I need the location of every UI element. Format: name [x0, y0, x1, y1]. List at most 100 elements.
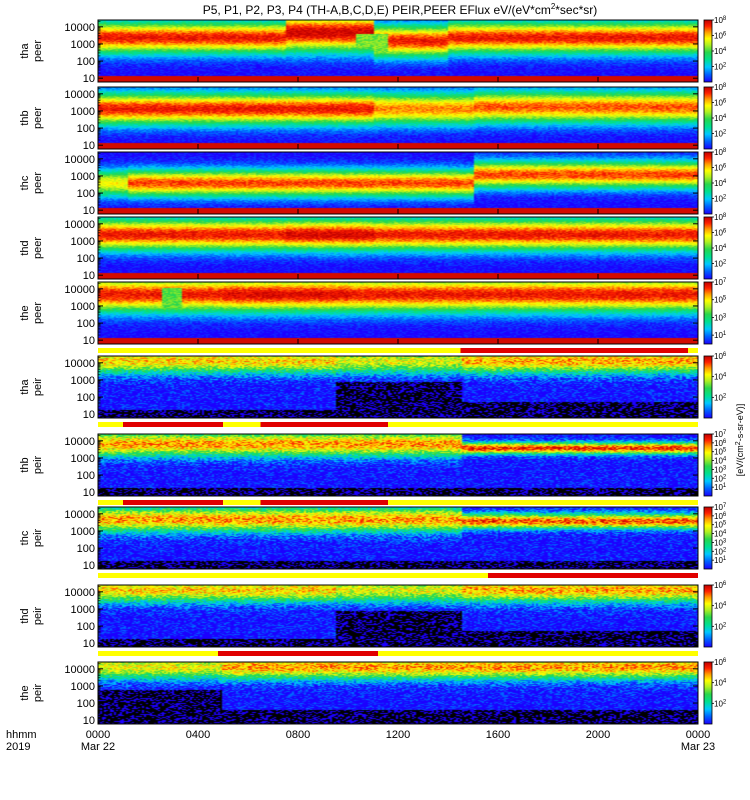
panel-product-label: peer — [32, 40, 44, 62]
x-tick-label: 0400 — [186, 729, 210, 741]
mode-bar — [98, 573, 698, 578]
y-tick-label: 10 — [83, 638, 95, 650]
colorbar-tick-label: 101 — [714, 331, 727, 340]
mode-bar-segment — [260, 422, 388, 427]
y-tick-label: 10 — [83, 270, 95, 282]
spectrogram-image — [98, 20, 698, 82]
panel-thb-peer: 10 100 1000 10000 thb peer 102 104 106 108 — [19, 83, 727, 152]
colorbar-tick-label: 104 — [714, 373, 727, 382]
panel-tha-peir: 10 100 1000 10000 tha peir 102 104 106 — [19, 352, 727, 427]
colorbar-tick-label: 104 — [714, 179, 727, 188]
x-tick-label: 2000 — [586, 729, 610, 741]
colorbar — [703, 506, 713, 570]
mode-bar-segment — [218, 651, 378, 656]
colorbar — [703, 86, 713, 150]
y-tick-label: 10000 — [64, 358, 95, 370]
y-tick-label: 10000 — [64, 284, 95, 296]
colorbar-tick-label: 102 — [714, 622, 727, 631]
colorbar-tick-label: 102 — [714, 393, 727, 402]
mode-bar-segment — [460, 348, 688, 353]
mode-bar-segment — [123, 422, 223, 427]
mode-bar — [98, 348, 698, 353]
colorbar-tick-label: 102 — [714, 547, 727, 556]
colorbar-tick-label: 104 — [714, 530, 727, 539]
panel-probe-label: thc — [19, 530, 31, 545]
panel-product-label: peer — [32, 302, 44, 324]
panel-thb-peir: 10 100 1000 10000 thb peir 1011021031041051061… — [19, 430, 727, 505]
spectrogram-image — [98, 217, 698, 279]
y-tick-label: 100 — [77, 318, 95, 330]
colorbar-tick-label: 106 — [714, 352, 727, 361]
x-tick-label: 1200 — [386, 729, 410, 741]
panel-product-label: peir — [32, 377, 44, 396]
mode-bar — [98, 500, 698, 505]
colorbar-tick-label: 102 — [714, 699, 727, 708]
colorbar-tick-label: 106 — [714, 581, 727, 590]
panel-probe-label: the — [19, 685, 31, 700]
y-tick-label: 10 — [83, 140, 95, 152]
y-tick-label: 1000 — [71, 39, 95, 51]
spectrogram-image — [98, 356, 698, 418]
colorbar-tick-label: 107 — [714, 430, 727, 439]
colorbar-tick-label: 104 — [714, 244, 727, 253]
colorbar-tick-label: 106 — [714, 164, 727, 173]
colorbar-tick-label: 104 — [714, 47, 727, 56]
y-tick-label: 100 — [77, 188, 95, 200]
x-date-label: Mar 22 — [81, 741, 115, 753]
panel-product-label: peir — [32, 455, 44, 474]
colorbar — [703, 151, 713, 215]
colorbar-tick-label: 103 — [714, 538, 727, 547]
colorbar-tick-label: 101 — [714, 483, 727, 492]
colorbar-tick-label: 104 — [714, 114, 727, 123]
colorbar-tick-label: 102 — [714, 260, 727, 269]
colorbar-tick-label: 102 — [714, 130, 727, 139]
panel-thc-peir: 10 100 1000 10000 thc peir 1011021031041051061… — [19, 503, 727, 578]
panel-probe-label: the — [19, 305, 31, 320]
x-tick-label: 0000 — [686, 729, 710, 741]
panel-probe-label: tha — [19, 42, 31, 58]
mode-bar-segment — [123, 500, 223, 505]
y-tick-label: 10 — [83, 335, 95, 347]
panel-tha-peer: 10 100 1000 10000 tha peer 102 104 106 108 — [19, 16, 727, 85]
colorbar-tick-label: 106 — [714, 658, 727, 667]
colorbar-axis-label: [eV/(cm2-s-sr-eV)] — [735, 404, 745, 476]
panel-the-peir: 10 100 1000 10000 the peir 102 104 106 — [19, 658, 727, 727]
panel-product-label: peir — [32, 528, 44, 547]
spectrogram-image — [98, 585, 698, 647]
mode-bar — [98, 651, 698, 656]
panel-product-label: peir — [32, 683, 44, 702]
panel-probe-label: thc — [19, 175, 31, 190]
colorbar-tick-label: 102 — [714, 63, 727, 72]
colorbar-tick-label: 106 — [714, 439, 727, 448]
y-tick-label: 10000 — [64, 509, 95, 521]
colorbar-tick-label: 105 — [714, 521, 727, 530]
colorbar — [703, 661, 713, 725]
x-tick-label: 0000 — [86, 729, 110, 741]
panel-product-label: peer — [32, 107, 44, 129]
y-tick-label: 1000 — [71, 301, 95, 313]
y-tick-label: 100 — [77, 621, 95, 633]
panel-probe-label: thb — [19, 110, 31, 125]
colorbar-tick-label: 105 — [714, 296, 727, 305]
y-tick-label: 10 — [83, 560, 95, 572]
y-tick-label: 100 — [77, 543, 95, 555]
spectrogram-image — [98, 434, 698, 496]
mode-bar-segment — [488, 573, 698, 578]
colorbar-tick-label: 108 — [714, 16, 727, 25]
y-tick-label: 10000 — [64, 89, 95, 101]
x-axis-label-format: hhmm — [6, 729, 37, 741]
y-tick-label: 10 — [83, 73, 95, 85]
panel-thd-peir: 10 100 1000 10000 thd peir 102 104 106 — [19, 581, 727, 656]
y-tick-label: 10 — [83, 205, 95, 217]
y-tick-label: 10 — [83, 409, 95, 421]
figure-title: P5, P1, P2, P3, P4 (TH-A,B,C,D,E) PEIR,P… — [203, 2, 598, 17]
mode-bar — [98, 422, 698, 427]
y-tick-label: 1000 — [71, 106, 95, 118]
y-tick-label: 10000 — [64, 219, 95, 231]
panel-probe-label: thb — [19, 457, 31, 472]
panel-probe-label: tha — [19, 378, 31, 394]
spectrogram-image — [98, 152, 698, 214]
colorbar-tick-label: 102 — [714, 195, 727, 204]
